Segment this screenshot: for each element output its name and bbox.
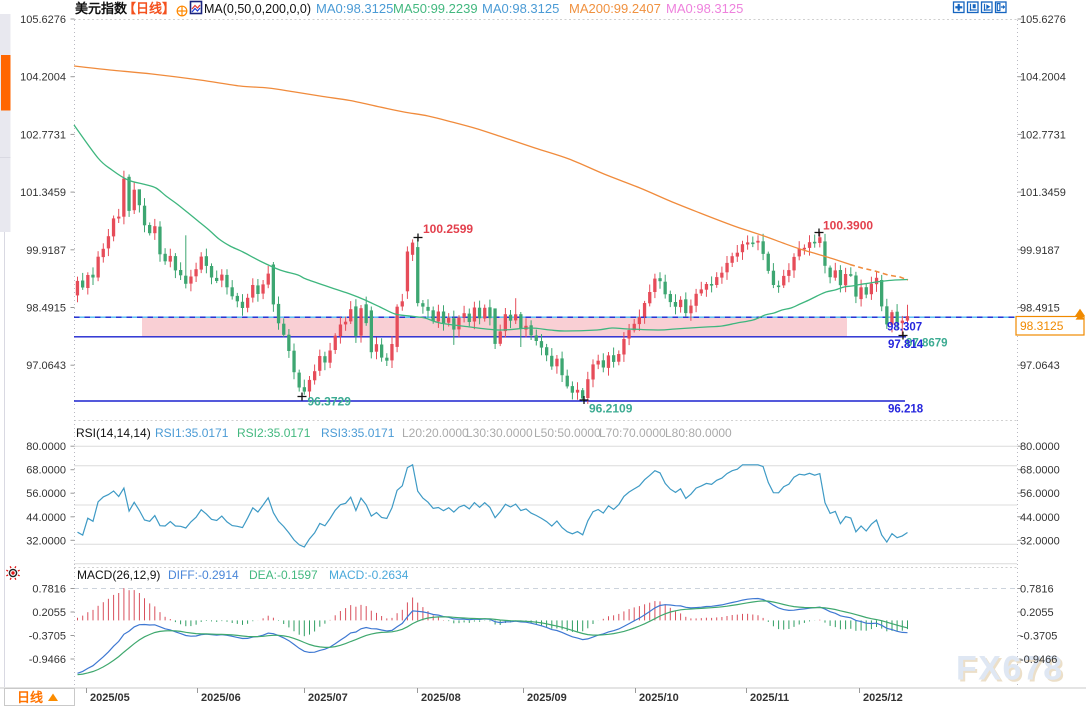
svg-text:0.7816: 0.7816: [1020, 584, 1054, 596]
svg-text:68.0000: 68.0000: [1020, 465, 1060, 477]
svg-text:美元指数: 美元指数: [75, 1, 128, 16]
svg-text:96.2109: 96.2109: [589, 402, 633, 416]
svg-text:98.307: 98.307: [887, 322, 922, 334]
svg-text:68.0000: 68.0000: [26, 465, 66, 477]
svg-text:MA(0,50,0,200,0,0): MA(0,50,0,200,0,0): [204, 2, 311, 16]
svg-text:44.0000: 44.0000: [26, 512, 66, 524]
svg-text:97.8679: 97.8679: [906, 338, 948, 350]
svg-text:L20:20.0000: L20:20.0000: [402, 426, 469, 440]
svg-text:99.9187: 99.9187: [26, 245, 66, 257]
svg-text:L30:30.0000: L30:30.0000: [466, 426, 533, 440]
svg-text:-0.9466: -0.9466: [29, 654, 66, 666]
svg-text:DEA:-0.1597: DEA:-0.1597: [249, 568, 318, 582]
svg-text:56.0000: 56.0000: [1020, 488, 1060, 500]
svg-text:0.7816: 0.7816: [32, 584, 66, 596]
svg-text:100.3900: 100.3900: [823, 219, 873, 233]
svg-text:-0.9466: -0.9466: [1020, 654, 1057, 666]
svg-text:MACD:-0.2634: MACD:-0.2634: [329, 568, 409, 582]
svg-text:2025/08: 2025/08: [421, 692, 461, 704]
svg-text:MA200:99.2407: MA200:99.2407: [569, 1, 661, 16]
svg-text:100.2599: 100.2599: [423, 222, 473, 236]
svg-text:104.2004: 104.2004: [1020, 72, 1066, 84]
svg-text:DIFF:-0.2914: DIFF:-0.2914: [168, 568, 239, 582]
svg-text:MA0:98.3125: MA0:98.3125: [316, 1, 393, 16]
svg-text:L80:80.0000: L80:80.0000: [665, 426, 732, 440]
svg-text:MA0:98.3125: MA0:98.3125: [666, 1, 743, 16]
svg-text:80.0000: 80.0000: [1020, 441, 1060, 453]
svg-text:105.6276: 105.6276: [1020, 14, 1066, 26]
svg-text:101.3459: 101.3459: [20, 187, 66, 199]
svg-text:98.4915: 98.4915: [1020, 303, 1060, 315]
svg-text:RSI2:35.0171: RSI2:35.0171: [237, 426, 311, 440]
svg-text:-0.3705: -0.3705: [1020, 631, 1057, 643]
svg-text:FX678: FX678: [956, 650, 1064, 688]
svg-text:MACD(26,12,9): MACD(26,12,9): [77, 568, 160, 582]
svg-text:32.0000: 32.0000: [1020, 535, 1060, 547]
svg-text:96.218: 96.218: [888, 404, 924, 416]
svg-text:L50:50.0000: L50:50.0000: [534, 426, 601, 440]
svg-text:2025/07: 2025/07: [308, 692, 348, 704]
svg-text:32.0000: 32.0000: [26, 535, 66, 547]
svg-text:104.2004: 104.2004: [20, 72, 66, 84]
svg-text:56.0000: 56.0000: [26, 488, 66, 500]
svg-text:44.0000: 44.0000: [1020, 512, 1060, 524]
svg-text:MA50:99.2239: MA50:99.2239: [393, 1, 478, 16]
svg-text:102.7731: 102.7731: [1020, 129, 1066, 141]
svg-text:102.7731: 102.7731: [20, 129, 66, 141]
svg-text:99.9187: 99.9187: [1020, 245, 1060, 257]
svg-text:日线: 日线: [17, 690, 43, 705]
svg-text:101.3459: 101.3459: [1020, 187, 1066, 199]
svg-text:MA0:98.3125: MA0:98.3125: [482, 1, 559, 16]
svg-text:2025/10: 2025/10: [639, 692, 679, 704]
svg-text:2025/09: 2025/09: [527, 692, 567, 704]
svg-text:2025/05: 2025/05: [90, 692, 130, 704]
svg-text:FX678: FX678: [958, 652, 1066, 690]
svg-text:98.4915: 98.4915: [26, 303, 66, 315]
svg-text:2025/12: 2025/12: [863, 692, 903, 704]
svg-text:98.3125: 98.3125: [1020, 319, 1064, 333]
svg-text:0.2055: 0.2055: [32, 607, 66, 619]
svg-text:80.0000: 80.0000: [26, 441, 66, 453]
svg-text:【日线】: 【日线】: [123, 1, 175, 16]
svg-text:2025/06: 2025/06: [201, 692, 241, 704]
svg-text:L70:70.0000: L70:70.0000: [599, 426, 666, 440]
svg-text:97.0643: 97.0643: [1020, 360, 1060, 372]
svg-text:97.814: 97.814: [888, 339, 924, 351]
svg-text:96.3729: 96.3729: [308, 395, 352, 409]
svg-text:RSI(14,14,14): RSI(14,14,14): [76, 426, 151, 440]
svg-text:RSI3:35.0171: RSI3:35.0171: [321, 426, 395, 440]
svg-text:RSI1:35.0171: RSI1:35.0171: [155, 426, 229, 440]
svg-text:105.6276: 105.6276: [20, 14, 66, 26]
svg-text:-0.3705: -0.3705: [29, 631, 66, 643]
svg-text:97.0643: 97.0643: [26, 360, 66, 372]
svg-text:2025/11: 2025/11: [750, 692, 789, 704]
svg-text:0.2055: 0.2055: [1020, 607, 1054, 619]
